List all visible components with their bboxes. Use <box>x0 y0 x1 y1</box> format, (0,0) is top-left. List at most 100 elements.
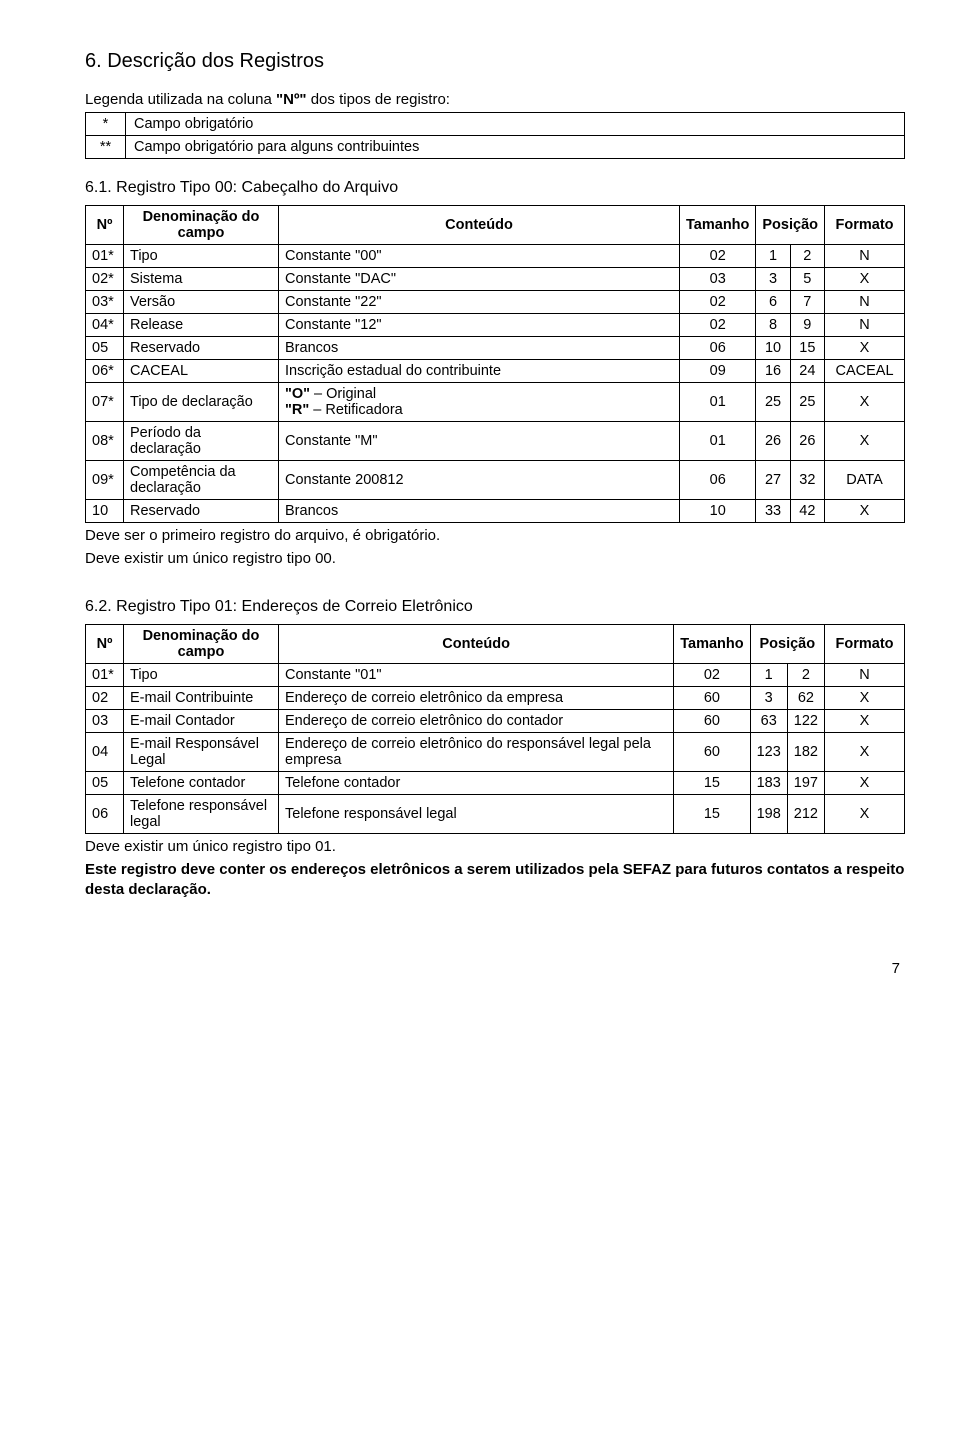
table-row: 03*VersãoConstante "22"0267N <box>86 291 905 314</box>
cell-no: 08* <box>86 422 124 461</box>
th-tam: Tamanho <box>674 624 750 663</box>
cell-tam: 15 <box>674 771 750 794</box>
cell-no: 07* <box>86 383 124 422</box>
cell-pos2: 25 <box>790 383 824 422</box>
cell-no: 05 <box>86 771 124 794</box>
cell-fmt: X <box>825 794 905 833</box>
table-row: 10ReservadoBrancos103342X <box>86 500 905 523</box>
cell-pos2: 2 <box>787 663 824 686</box>
cell-cont: Constante "12" <box>279 314 680 337</box>
table-6-2: Nº Denominação do campo Conteúdo Tamanho… <box>85 624 905 834</box>
legend-intro-prefix: Legenda utilizada na coluna <box>85 91 276 108</box>
cell-denom: E-mail Responsável Legal <box>124 732 279 771</box>
th-tam: Tamanho <box>680 206 756 245</box>
table-row: 01*TipoConstante "01"0212N <box>86 663 905 686</box>
cell-fmt: N <box>825 291 905 314</box>
cell-tam: 01 <box>680 383 756 422</box>
table-header-row: Nº Denominação do campo Conteúdo Tamanho… <box>86 206 905 245</box>
cell-tam: 09 <box>680 360 756 383</box>
cell-cont: Constante "DAC" <box>279 268 680 291</box>
cell-pos1: 8 <box>756 314 790 337</box>
cell-no: 05 <box>86 337 124 360</box>
cell-cont: Constante "00" <box>279 245 680 268</box>
table-header-row: Nº Denominação do campo Conteúdo Tamanho… <box>86 624 905 663</box>
legend-table: * Campo obrigatório ** Campo obrigatório… <box>85 112 905 159</box>
cell-pos1: 26 <box>756 422 790 461</box>
th-fmt: Formato <box>825 206 905 245</box>
th-cont: Conteúdo <box>279 206 680 245</box>
cell-fmt: N <box>825 314 905 337</box>
cell-no: 04* <box>86 314 124 337</box>
cell-fmt: X <box>825 422 905 461</box>
legend-symbol: ** <box>86 136 126 159</box>
cell-pos2: 62 <box>787 686 824 709</box>
legend-intro-bold: "Nº" <box>276 91 307 108</box>
cell-pos2: 9 <box>790 314 824 337</box>
cell-denom: E-mail Contador <box>124 709 279 732</box>
cell-pos1: 1 <box>750 663 787 686</box>
cell-denom: Competência da declaração <box>124 461 279 500</box>
cell-tam: 10 <box>680 500 756 523</box>
section-6-1-heading: 6.1. Registro Tipo 00: Cabeçalho do Arqu… <box>85 179 905 197</box>
cell-tam: 02 <box>674 663 750 686</box>
th-pos: Posição <box>756 206 825 245</box>
cell-tam: 02 <box>680 314 756 337</box>
cell-pos1: 123 <box>750 732 787 771</box>
table-row: 01*TipoConstante "00"0212N <box>86 245 905 268</box>
cell-fmt: X <box>825 383 905 422</box>
cell-no: 01* <box>86 663 124 686</box>
note-6-1-a: Deve ser o primeiro registro do arquivo,… <box>85 526 905 546</box>
table-row: 08*Período da declaraçãoConstante "M"012… <box>86 422 905 461</box>
cell-fmt: CACEAL <box>825 360 905 383</box>
cell-fmt: N <box>825 663 905 686</box>
cell-no: 01* <box>86 245 124 268</box>
table-row: 07*Tipo de declaração"O" – Original"R" –… <box>86 383 905 422</box>
cell-pos2: 32 <box>790 461 824 500</box>
cell-fmt: X <box>825 500 905 523</box>
cell-fmt: X <box>825 268 905 291</box>
table-row: 02*SistemaConstante "DAC"0335X <box>86 268 905 291</box>
section-6-heading: 6. Descrição dos Registros <box>85 50 905 73</box>
cell-tam: 60 <box>674 686 750 709</box>
table-row: 06Telefone responsável legalTelefone res… <box>86 794 905 833</box>
cell-tam: 01 <box>680 422 756 461</box>
table-row: 04*ReleaseConstante "12"0289N <box>86 314 905 337</box>
cell-pos1: 25 <box>756 383 790 422</box>
cell-tam: 06 <box>680 461 756 500</box>
cell-pos2: 212 <box>787 794 824 833</box>
cell-pos1: 198 <box>750 794 787 833</box>
cell-denom: Reservado <box>124 337 279 360</box>
th-denom: Denominação do campo <box>124 624 279 663</box>
cell-denom: Telefone responsável legal <box>124 794 279 833</box>
cell-no: 09* <box>86 461 124 500</box>
cell-no: 06* <box>86 360 124 383</box>
th-cont: Conteúdo <box>279 624 674 663</box>
cell-no: 03 <box>86 709 124 732</box>
cell-pos1: 27 <box>756 461 790 500</box>
cell-cont: Brancos <box>279 337 680 360</box>
legend-desc: Campo obrigatório <box>126 113 905 136</box>
table-row: 04E-mail Responsável LegalEndereço de co… <box>86 732 905 771</box>
cell-pos2: 7 <box>790 291 824 314</box>
table-row: 06*CACEALInscrição estadual do contribui… <box>86 360 905 383</box>
cell-cont: Endereço de correio eletrônico do respon… <box>279 732 674 771</box>
cell-fmt: DATA <box>825 461 905 500</box>
th-denom: Denominação do campo <box>124 206 279 245</box>
cell-cont: Telefone contador <box>279 771 674 794</box>
cell-denom: Telefone contador <box>124 771 279 794</box>
cell-pos1: 3 <box>750 686 787 709</box>
legend-desc: Campo obrigatório para alguns contribuin… <box>126 136 905 159</box>
cell-tam: 02 <box>680 291 756 314</box>
cell-denom: CACEAL <box>124 360 279 383</box>
cell-cont: "O" – Original"R" – Retificadora <box>279 383 680 422</box>
cell-cont: Constante "22" <box>279 291 680 314</box>
cell-denom: Período da declaração <box>124 422 279 461</box>
th-pos: Posição <box>750 624 824 663</box>
legend-intro-suffix: dos tipos de registro: <box>307 91 450 108</box>
cell-no: 06 <box>86 794 124 833</box>
table-row: * Campo obrigatório <box>86 113 905 136</box>
th-no: Nº <box>86 624 124 663</box>
cell-pos1: 183 <box>750 771 787 794</box>
cell-denom: Tipo de declaração <box>124 383 279 422</box>
cell-pos1: 10 <box>756 337 790 360</box>
